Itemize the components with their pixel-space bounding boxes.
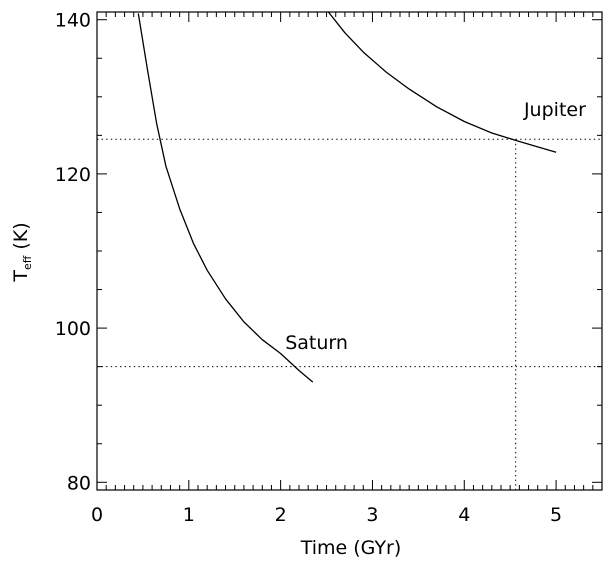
annotation-jupiter: Jupiter <box>523 99 586 121</box>
series-line-saturn <box>137 13 314 383</box>
plot-frame <box>96 11 603 491</box>
y-axis-title: Teff (K) <box>10 222 34 282</box>
annotation-saturn: Saturn <box>285 332 348 354</box>
x-tick-label: 4 <box>458 504 470 526</box>
labels: Time (GYr) Teff (K) Jupiter Saturn <box>10 99 586 559</box>
x-tick-label: 0 <box>91 504 103 526</box>
y-axis-title-subscript: eff <box>21 255 34 270</box>
y-tick-label: 100 <box>55 318 91 340</box>
y-tick-label: 80 <box>67 472 91 494</box>
x-tick-label: 3 <box>366 504 378 526</box>
axes: 0 1 2 3 4 5 80 100 120 140 <box>55 10 603 526</box>
x-tick-label: 1 <box>183 504 195 526</box>
series-line-jupiter <box>327 12 557 153</box>
series-lines <box>137 12 557 383</box>
x-tick-label: 2 <box>275 504 287 526</box>
x-tick-label: 5 <box>550 504 562 526</box>
y-tick-label: 120 <box>55 164 91 186</box>
reference-lines <box>97 138 602 490</box>
y-tick-label: 140 <box>55 10 91 32</box>
y-axis-title-suffix: (K) <box>10 222 32 255</box>
y-axis-title-main: T <box>10 270 32 283</box>
x-axis-title: Time (GYr) <box>300 537 402 559</box>
